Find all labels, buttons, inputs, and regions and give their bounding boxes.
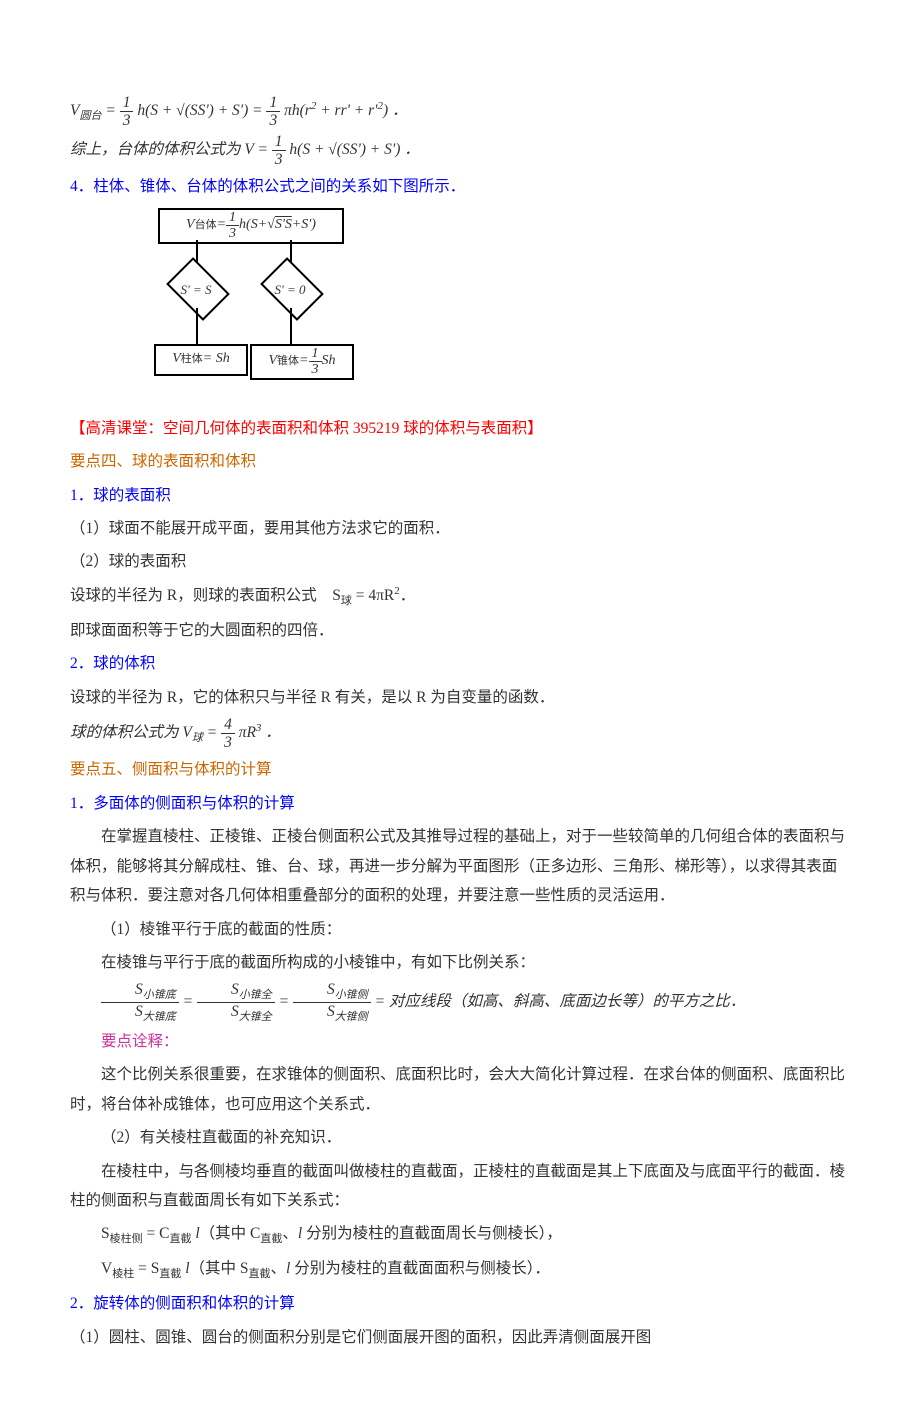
sphere-area-3: 设球的半径为 R，则球的表面积公式 S球 = 4πR2． (70, 581, 850, 612)
diagram-left-diamond: S' = S (166, 278, 226, 303)
diagram-bottom-left: V柱体 = Sh (154, 344, 248, 376)
ratio-formula: S小锥底S大锥底 = S小锥全S大锥全 = S小锥侧S大锥侧 = 对应线段（如高… (70, 981, 850, 1022)
note-p1: 这个比例关系很重要，在求锥体的侧面积、底面积比时，会大大简化计算过程．在求台体的… (70, 1060, 850, 1119)
diagram-right-diamond: S' = 0 (260, 278, 320, 303)
rot-p1: （1）圆柱、圆锥、圆台的侧面积分别是它们侧面展开图的面积，因此弄清侧面展开图 (70, 1323, 850, 1352)
section-4-title: 4．柱体、锥体、台体的体积公式之间的关系如下图所示． (70, 172, 850, 201)
relationship-diagram: V台体 = 13 h(S+√S'S+S') S' = S S' = 0 V柱体 … (110, 208, 410, 408)
sphere-area-2: （2）球的表面积 (70, 547, 850, 576)
poly-title: 1．多面体的侧面积与体积的计算 (70, 789, 850, 818)
rot-title: 2．旋转体的侧面积和体积的计算 (70, 1289, 850, 1318)
diagram-top-box: V台体 = 13 h(S+√S'S+S') (158, 208, 344, 244)
poly-sub2: （2）有关棱柱直截面的补充知识． (70, 1123, 850, 1152)
poly-sub2-text: 在棱柱中，与各侧棱均垂直的截面叫做棱柱的直截面，正棱柱的直截面是其上下底面及与底… (70, 1157, 850, 1216)
diagram-bottom-right: V锥体 = 13 Sh (250, 344, 354, 380)
formula-frustum: V圆台 = 13 h(S + √(SS') + S') = 13 πh(r2 +… (70, 94, 850, 129)
sphere-area-title: 1．球的表面积 (70, 481, 850, 510)
sphere-area-4: 即球面面积等于它的大圆面积的四倍． (70, 616, 850, 645)
sphere-area-1: （1）球面不能展开成平面，要用其他方法求它的面积． (70, 514, 850, 543)
note-title: 要点诠释： (70, 1027, 850, 1056)
frustum-summary: 综上，台体的体积公式为 V = 13 h(S + √(SS') + S') ． (70, 133, 850, 168)
point4-title: 要点四、球的表面积和体积 (70, 447, 850, 476)
sphere-vol-2: 球的体积公式为 V球 = 43 πR3 ． (70, 716, 850, 751)
prism-formula-2: V棱柱 = S直截 l（其中 S直截、l 分别为棱柱的直截面面积与侧棱长）． (70, 1254, 850, 1285)
poly-sub1: （1）棱锥平行于底的截面的性质： (70, 915, 850, 944)
sphere-vol-1: 设球的半径为 R，它的体积只与半径 R 有关，是以 R 为自变量的函数． (70, 683, 850, 712)
prism-formula-1: S棱柱侧 = C直截 l（其中 C直截、l 分别为棱柱的直截面周长与侧棱长）， (70, 1219, 850, 1250)
poly-sub1-text: 在棱锥与平行于底的截面所构成的小棱锥中，有如下比例关系： (70, 948, 850, 977)
sphere-vol-title: 2．球的体积 (70, 649, 850, 678)
point5-title: 要点五、侧面积与体积的计算 (70, 755, 850, 784)
document-page: V圆台 = 13 h(S + √(SS') + S') = 13 πh(r2 +… (0, 0, 920, 1416)
red-banner: 【高清课堂：空间几何体的表面积和体积 395219 球的体积与表面积】 (70, 414, 850, 443)
poly-p1: 在掌握直棱柱、正棱锥、正棱台侧面积公式及其推导过程的基础上，对于一些较简单的几何… (70, 822, 850, 910)
